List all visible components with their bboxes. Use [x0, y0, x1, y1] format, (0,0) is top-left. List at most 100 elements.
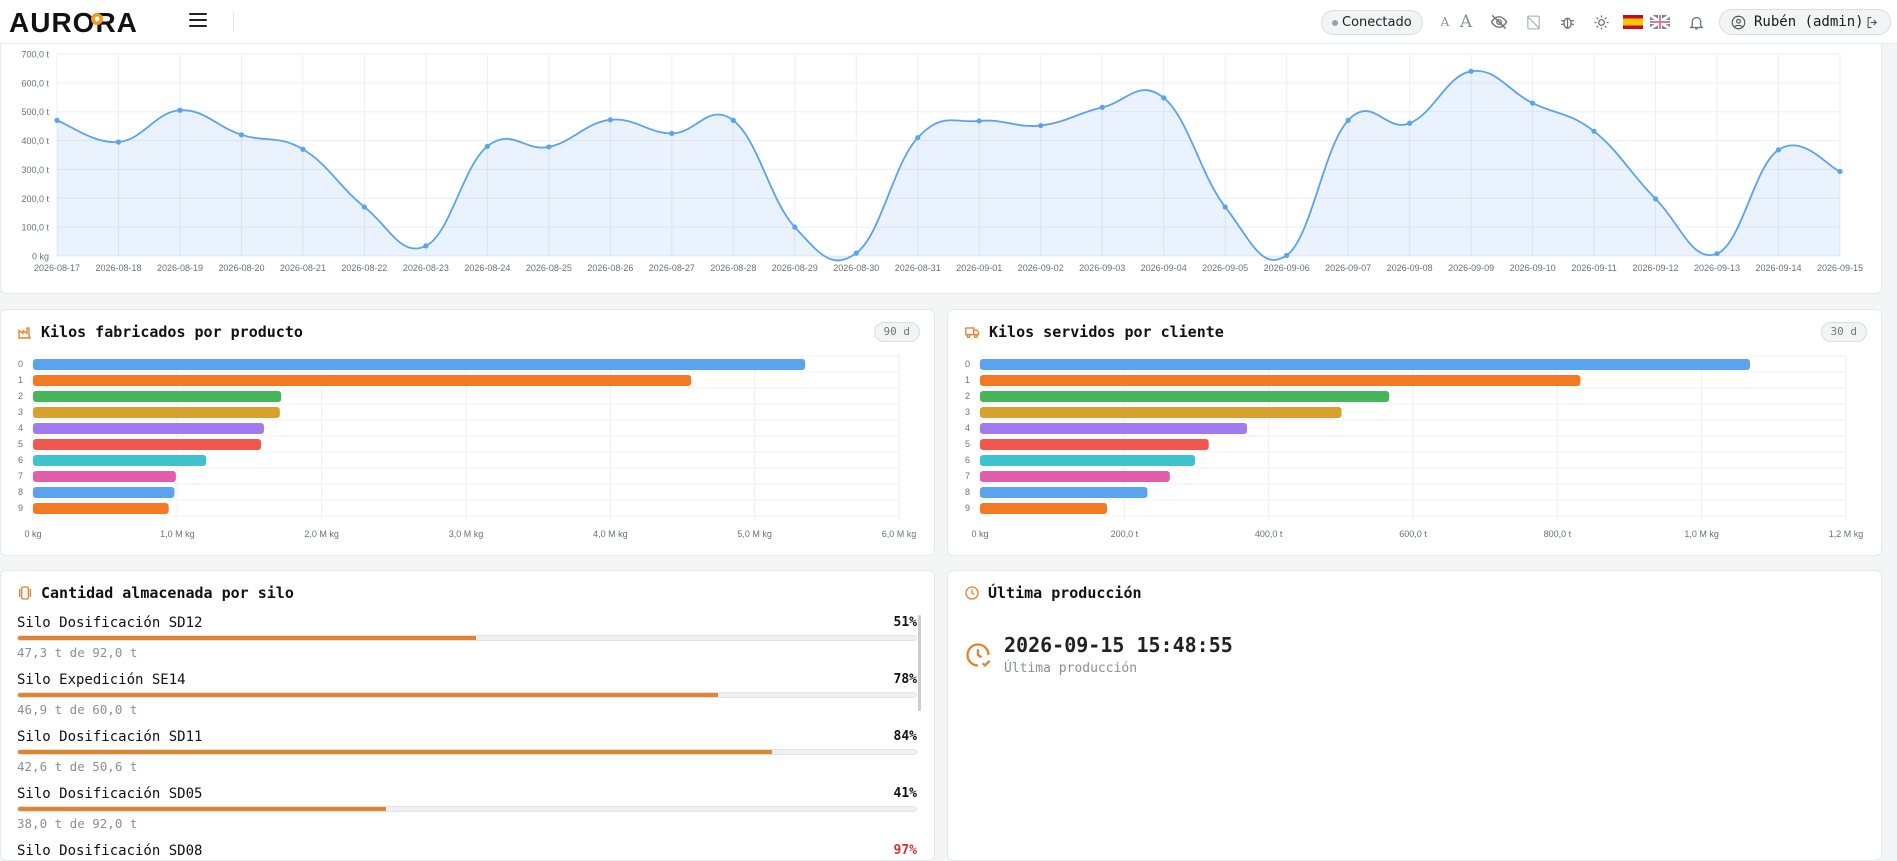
data-point[interactable]: [1468, 68, 1474, 74]
x-tick-label: 2026-09-10: [1510, 263, 1556, 273]
product-bar[interactable]: [33, 423, 264, 434]
silo-progress-bar: [17, 749, 917, 755]
data-point[interactable]: [1161, 95, 1167, 101]
silo-list-item[interactable]: Silo Dosificación SD11 84% 42,6 t de 50,6 …: [17, 729, 917, 786]
user-menu-button[interactable]: Rubén (admin): [1719, 9, 1891, 35]
product-bar[interactable]: [33, 375, 692, 386]
data-point[interactable]: [1714, 251, 1720, 257]
silo-name: Silo Dosificación SD05: [17, 786, 203, 802]
silo-list-item[interactable]: Silo Dosificación SD05 41% 38,0 t de 92,0 …: [17, 786, 917, 843]
product-bar[interactable]: [33, 439, 262, 450]
product-bar[interactable]: [33, 391, 282, 402]
clock-check-icon: [966, 643, 991, 668]
silo-name: Silo Expedición SE14: [17, 672, 186, 688]
daily-production-panel: 0 kg 100,0 t 200,0 t 300,0 t 400,0 t 500,0 t 6…: [0, 44, 1882, 294]
product-bar[interactable]: [33, 487, 175, 498]
client-bar[interactable]: [980, 423, 1248, 434]
data-point[interactable]: [730, 117, 736, 123]
clients-panel-title: Kilos servidos por cliente: [989, 323, 1224, 341]
client-bar[interactable]: [980, 391, 1390, 402]
data-point[interactable]: [853, 250, 859, 256]
silo-list[interactable]: Silo Dosificación SD12 51% 47,3 t de 92,0 …: [17, 615, 917, 860]
data-point[interactable]: [915, 135, 921, 141]
last-production-subtitle: Última producción: [1004, 661, 1138, 676]
silo-storage-panel: Cantidad almacenada por silo Silo Dosifi…: [0, 570, 935, 861]
last-production-title: Última producción: [988, 584, 1142, 602]
silo-list-item[interactable]: Silo Dosificación SD12 51% 47,3 t de 92,0 …: [17, 615, 917, 672]
data-point[interactable]: [361, 204, 368, 210]
aurora-logo[interactable]: AURORA: [9, 7, 169, 37]
data-point[interactable]: [1407, 120, 1413, 126]
data-point[interactable]: [1038, 122, 1044, 129]
camera-off-icon[interactable]: [1522, 11, 1544, 33]
uk-flag-icon[interactable]: [1649, 11, 1671, 33]
x-tick-label: 2026-08-30: [833, 263, 879, 273]
data-point[interactable]: [1775, 147, 1782, 153]
x-tick-label: 800,0 t: [1544, 529, 1572, 539]
client-bar[interactable]: [980, 439, 1209, 450]
client-bar[interactable]: [980, 407, 1342, 418]
client-bar[interactable]: [980, 471, 1170, 482]
data-point[interactable]: [115, 139, 122, 145]
product-bar[interactable]: [33, 359, 806, 370]
y-tick-label: 0 kg: [32, 252, 49, 262]
client-bar[interactable]: [980, 359, 1751, 370]
x-tick-label: 4,0 M kg: [593, 529, 628, 539]
data-point[interactable]: [1837, 168, 1843, 175]
client-bar[interactable]: [980, 455, 1196, 466]
eye-off-icon[interactable]: [1488, 11, 1510, 33]
clients-panel: Kilos servidos por cliente 30 d 0 kg 200,…: [947, 309, 1882, 556]
data-point[interactable]: [484, 143, 490, 149]
product-bar[interactable]: [33, 503, 169, 514]
x-tick-label: 2026-08-23: [403, 263, 449, 273]
products-period-badge[interactable]: 90 d: [873, 322, 920, 342]
spain-flag-icon[interactable]: [1622, 11, 1644, 33]
client-bar[interactable]: [980, 487, 1148, 498]
x-tick-label: 600,0 t: [1399, 529, 1427, 539]
silo-list-item[interactable]: Silo Expedición SE14 78% 46,9 t de 60,0 t: [17, 672, 917, 729]
data-point[interactable]: [238, 132, 245, 138]
product-bar[interactable]: [33, 407, 280, 418]
x-tick-label: 2026-09-01: [956, 263, 1002, 273]
clients-period-badge[interactable]: 30 d: [1820, 322, 1867, 342]
hamburger-menu-icon[interactable]: [189, 13, 207, 29]
data-point[interactable]: [423, 243, 429, 249]
data-point[interactable]: [607, 117, 613, 123]
logout-icon[interactable]: [1865, 15, 1880, 30]
product-bar[interactable]: [33, 455, 207, 466]
client-bar[interactable]: [980, 503, 1108, 514]
sun-icon[interactable]: [1590, 11, 1612, 33]
data-point[interactable]: [1345, 117, 1351, 123]
products-panel-header: Kilos fabricados por producto: [17, 322, 303, 342]
data-point[interactable]: [792, 224, 798, 230]
factory-icon: [18, 327, 31, 339]
bell-icon[interactable]: [1685, 11, 1707, 33]
font-size-decrease-button[interactable]: A: [1440, 15, 1450, 29]
data-point[interactable]: [1652, 196, 1659, 202]
data-point[interactable]: [1529, 100, 1536, 106]
data-point[interactable]: [1222, 204, 1228, 210]
data-point[interactable]: [1099, 104, 1105, 110]
data-point[interactable]: [546, 144, 552, 150]
silo-panel-title: Cantidad almacenada por silo: [41, 584, 294, 602]
font-size-increase-button[interactable]: A: [1459, 12, 1473, 32]
top-bar: AURORA Conectado A A Rubén (admin): [0, 0, 1897, 44]
silo-list-scrollbar[interactable]: [918, 615, 921, 711]
data-point[interactable]: [1284, 252, 1290, 259]
x-tick-label: 2026-08-21: [280, 263, 326, 273]
products-panel: Kilos fabricados por producto 90 d 0 kg 1…: [0, 309, 935, 556]
data-point[interactable]: [976, 118, 982, 124]
product-bar[interactable]: [33, 471, 176, 482]
client-bar[interactable]: [980, 375, 1581, 386]
data-point[interactable]: [177, 107, 183, 113]
data-point[interactable]: [300, 146, 306, 152]
silo-progress-fill: [18, 693, 719, 697]
silo-list-item[interactable]: Silo Dosificación SD08 97%: [17, 843, 917, 860]
x-tick-label: 400,0 t: [1255, 529, 1283, 539]
x-tick-label: 2026-08-18: [95, 263, 141, 273]
data-point[interactable]: [54, 117, 60, 123]
data-point[interactable]: [669, 130, 675, 136]
category-label: 1: [18, 375, 23, 385]
bug-icon[interactable]: [1556, 11, 1578, 33]
data-point[interactable]: [1591, 128, 1597, 134]
